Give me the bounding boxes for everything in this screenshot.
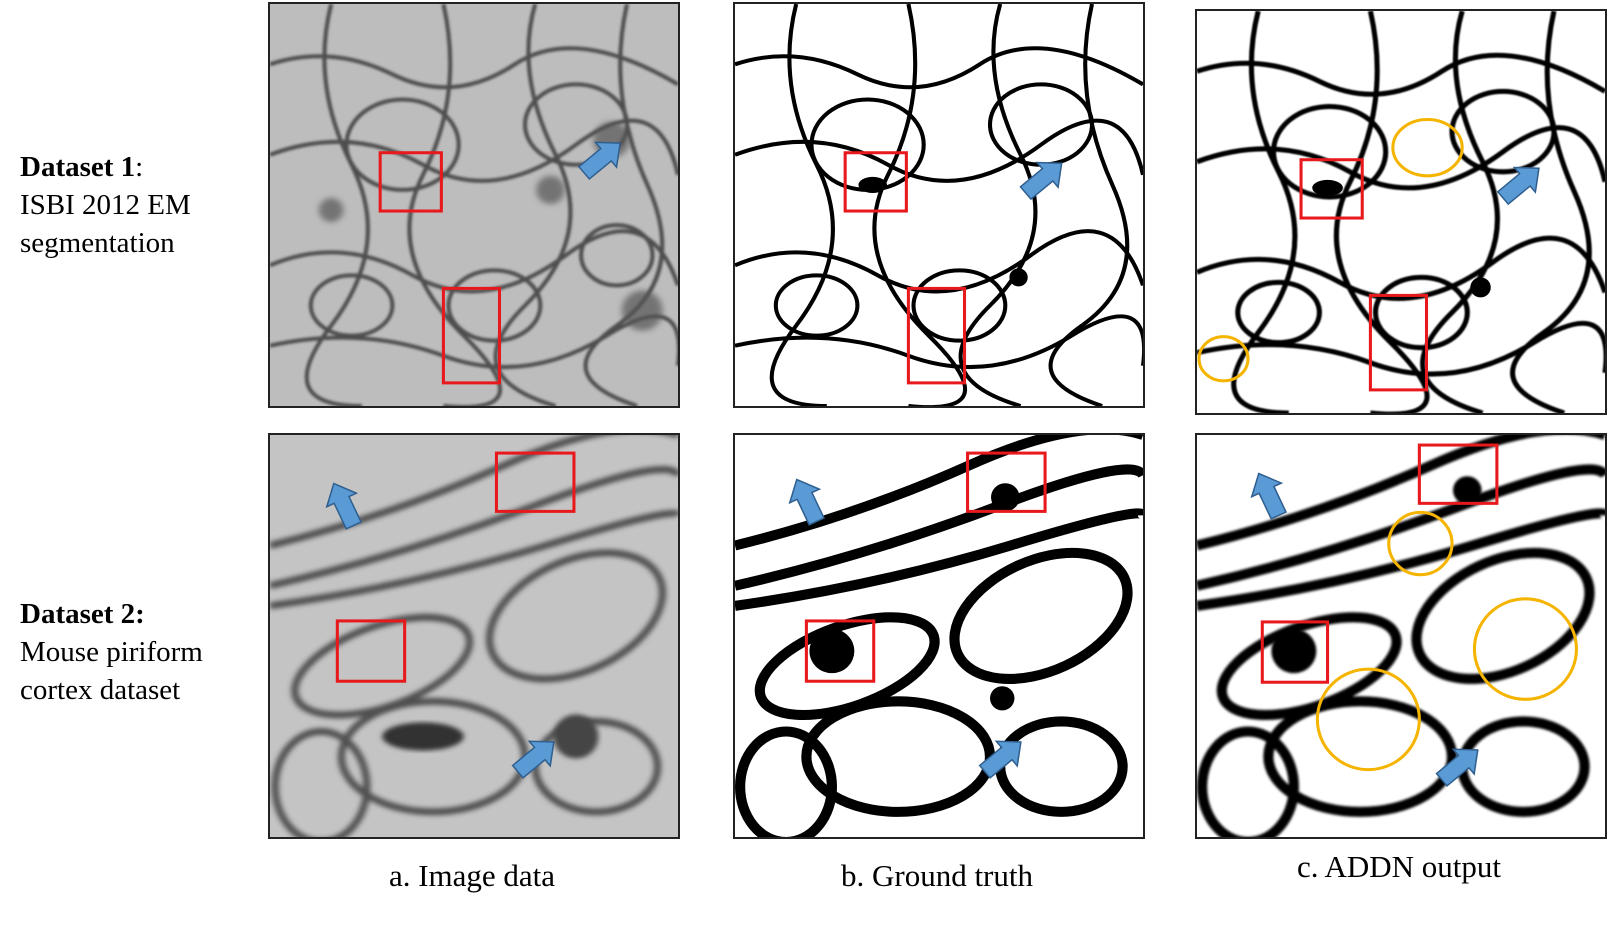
dataset2-ground-truth-arrow-1 xyxy=(788,478,826,526)
dataset1-ground-truth xyxy=(735,4,1143,406)
dataset2-line1: Mouse piriform xyxy=(20,636,203,668)
dataset2-image-arrow-2 xyxy=(511,740,555,779)
caption-image-data: a. Image data xyxy=(388,858,556,893)
dataset1-image xyxy=(270,4,678,406)
dataset2-ground-truth-arrow-2 xyxy=(978,740,1022,779)
dataset2-addn-output-panel xyxy=(1195,433,1607,839)
dataset1-image-box-2 xyxy=(441,286,502,385)
dataset1-ground-truth-box-1 xyxy=(843,151,908,213)
dataset1-line1: ISBI 2012 EM xyxy=(20,189,191,221)
dataset1-addn-output-arrow xyxy=(1496,166,1540,206)
dataset2-image-box-2 xyxy=(335,619,407,683)
caption-addn-output: c. ADDN output xyxy=(1296,849,1502,884)
dataset2-image-panel xyxy=(268,433,680,839)
dataset1-image-arrow xyxy=(577,141,621,181)
dataset2-addn-output-arrow-1 xyxy=(1250,472,1288,520)
dataset1-line2: segmentation xyxy=(20,227,175,259)
dataset1-addn-output-circle-2 xyxy=(1197,335,1250,383)
dataset1-ground-truth-panel xyxy=(733,2,1145,408)
dataset2-label: Dataset 2: Mouse piriform cortex dataset xyxy=(20,595,203,709)
dataset1-addn-output-box-2 xyxy=(1368,293,1429,392)
dataset1-label: Dataset 1: ISBI 2012 EM segmentation xyxy=(20,148,191,262)
dataset2-addn-output-box-2 xyxy=(1260,620,1330,684)
dataset2-addn-output-arrow-2 xyxy=(1435,748,1479,787)
caption-ground-truth: b. Ground truth xyxy=(840,858,1033,893)
dataset1-image-box-1 xyxy=(378,151,443,213)
dataset2-ground-truth-box-2 xyxy=(804,619,876,683)
dataset1-addn-output-panel xyxy=(1195,9,1607,415)
dataset2-line2: cortex dataset xyxy=(20,674,181,706)
dataset2-addn-output-circle-1 xyxy=(1387,510,1454,577)
dataset2-addn-output-circle-3 xyxy=(1315,667,1421,772)
dataset2-ground-truth-box-1 xyxy=(966,451,1047,513)
dataset1-ground-truth-arrow xyxy=(1019,161,1063,201)
dataset2-addn-output-box-1 xyxy=(1417,443,1499,505)
dataset1-image-panel xyxy=(268,2,680,408)
dataset1-addn-output xyxy=(1197,11,1605,413)
dataset2-image-box-1 xyxy=(494,451,576,513)
dataset2-image xyxy=(270,435,678,837)
dataset1-addn-output-circle-1 xyxy=(1391,118,1464,178)
dataset2-image-arrow-1 xyxy=(325,482,363,530)
dataset2-addn-output xyxy=(1197,435,1605,837)
dataset1-title: Dataset 1 xyxy=(20,151,136,183)
dataset2-title: Dataset 2: xyxy=(20,598,145,630)
dataset1-addn-output-box-1 xyxy=(1299,158,1364,220)
dataset1-title-colon: : xyxy=(135,151,144,183)
dataset2-ground-truth xyxy=(735,435,1143,837)
dataset2-addn-output-circle-2 xyxy=(1472,597,1578,701)
dataset1-ground-truth-box-2 xyxy=(906,286,967,385)
dataset2-ground-truth-panel xyxy=(733,433,1145,839)
